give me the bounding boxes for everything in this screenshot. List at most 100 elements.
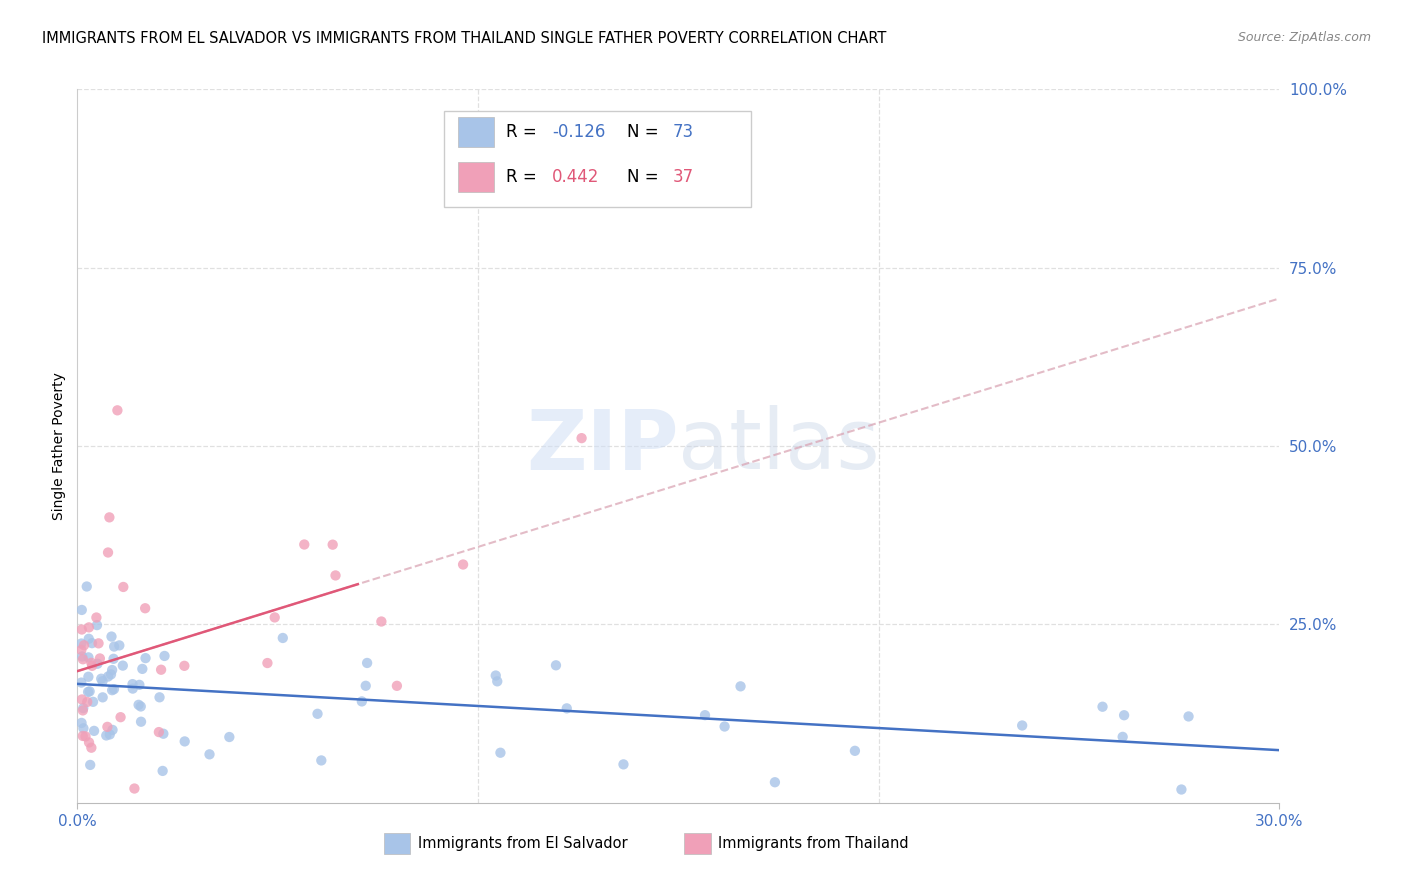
Point bbox=[77, 632, 100, 646]
Point bbox=[103, 652, 125, 666]
Text: atlas: atlas bbox=[679, 406, 880, 486]
Text: IMMIGRANTS FROM EL SALVADOR VS IMMIGRANTS FROM THAILAND SINGLE FATHER POVERTY CO: IMMIGRANTS FROM EL SALVADOR VS IMMIGRANT… bbox=[42, 31, 887, 46]
Point bbox=[72, 701, 94, 715]
Point bbox=[128, 678, 150, 692]
Point bbox=[80, 656, 103, 670]
Point bbox=[129, 699, 152, 714]
Bar bbox=[685, 833, 711, 855]
Point bbox=[79, 758, 101, 772]
Point bbox=[322, 538, 344, 552]
Point bbox=[134, 601, 156, 615]
Point bbox=[1111, 730, 1133, 744]
Point bbox=[79, 684, 101, 698]
Point bbox=[135, 651, 157, 665]
Text: N =: N = bbox=[627, 123, 664, 141]
Point bbox=[152, 764, 174, 778]
Point bbox=[1170, 782, 1192, 797]
Point bbox=[612, 757, 634, 772]
Point bbox=[103, 640, 125, 654]
Point bbox=[307, 706, 329, 721]
Point bbox=[80, 636, 103, 650]
Point bbox=[107, 403, 129, 417]
Point bbox=[86, 657, 108, 671]
Point bbox=[91, 690, 114, 705]
Text: Source: ZipAtlas.com: Source: ZipAtlas.com bbox=[1237, 31, 1371, 45]
Point bbox=[96, 729, 118, 743]
Point bbox=[70, 715, 93, 730]
Point bbox=[90, 672, 112, 686]
Point bbox=[70, 636, 93, 650]
Bar bbox=[458, 117, 495, 147]
Point bbox=[72, 703, 94, 717]
Point bbox=[70, 675, 93, 690]
Point bbox=[370, 615, 392, 629]
Point bbox=[356, 656, 378, 670]
Text: R =: R = bbox=[506, 123, 543, 141]
Text: 73: 73 bbox=[672, 123, 693, 141]
Point bbox=[83, 723, 105, 738]
Point bbox=[101, 663, 124, 677]
Point bbox=[112, 580, 135, 594]
Point bbox=[70, 649, 93, 664]
Point bbox=[73, 638, 96, 652]
Point bbox=[98, 727, 121, 741]
Text: 0.442: 0.442 bbox=[553, 168, 599, 186]
Point bbox=[713, 719, 735, 733]
Point bbox=[77, 650, 100, 665]
Point bbox=[730, 679, 752, 693]
Point bbox=[70, 692, 93, 706]
Point bbox=[152, 727, 174, 741]
Point bbox=[76, 695, 98, 709]
Point bbox=[70, 643, 93, 657]
Point bbox=[292, 537, 315, 551]
Point bbox=[111, 658, 134, 673]
Point bbox=[354, 679, 377, 693]
Point bbox=[1091, 699, 1114, 714]
Text: Immigrants from El Salvador: Immigrants from El Salvador bbox=[418, 836, 627, 851]
Point bbox=[76, 580, 98, 594]
Point bbox=[763, 775, 786, 789]
Point bbox=[271, 631, 294, 645]
Text: Immigrants from Thailand: Immigrants from Thailand bbox=[718, 836, 908, 851]
Point bbox=[121, 681, 143, 696]
Point bbox=[1177, 709, 1199, 723]
Point bbox=[128, 698, 150, 712]
Point bbox=[77, 620, 100, 634]
Point bbox=[86, 610, 108, 624]
Point bbox=[101, 723, 124, 737]
Point bbox=[1011, 718, 1033, 732]
Point bbox=[77, 670, 100, 684]
Point bbox=[571, 431, 593, 445]
Point bbox=[555, 701, 578, 715]
Point bbox=[150, 663, 173, 677]
Point bbox=[124, 781, 146, 796]
Y-axis label: Single Father Poverty: Single Father Poverty bbox=[52, 372, 66, 520]
Point bbox=[97, 545, 120, 559]
Point bbox=[218, 730, 240, 744]
Point bbox=[103, 682, 125, 697]
Text: N =: N = bbox=[627, 168, 664, 186]
Point bbox=[98, 510, 121, 524]
Point bbox=[80, 740, 103, 755]
Point bbox=[544, 658, 567, 673]
Point bbox=[100, 667, 122, 681]
Point bbox=[86, 618, 108, 632]
Point bbox=[485, 668, 508, 682]
Point bbox=[100, 630, 122, 644]
Point bbox=[91, 674, 114, 689]
Point bbox=[844, 744, 866, 758]
Point bbox=[72, 652, 94, 666]
Point bbox=[148, 690, 170, 705]
Point bbox=[486, 674, 509, 689]
Text: 37: 37 bbox=[672, 168, 693, 186]
Point bbox=[101, 683, 124, 698]
Point bbox=[489, 746, 512, 760]
Point bbox=[70, 623, 93, 637]
Point bbox=[72, 729, 94, 743]
Point bbox=[87, 636, 110, 650]
Point bbox=[385, 679, 408, 693]
Point bbox=[96, 720, 118, 734]
Point bbox=[131, 662, 153, 676]
Point bbox=[263, 610, 285, 624]
Bar bbox=[458, 161, 495, 192]
